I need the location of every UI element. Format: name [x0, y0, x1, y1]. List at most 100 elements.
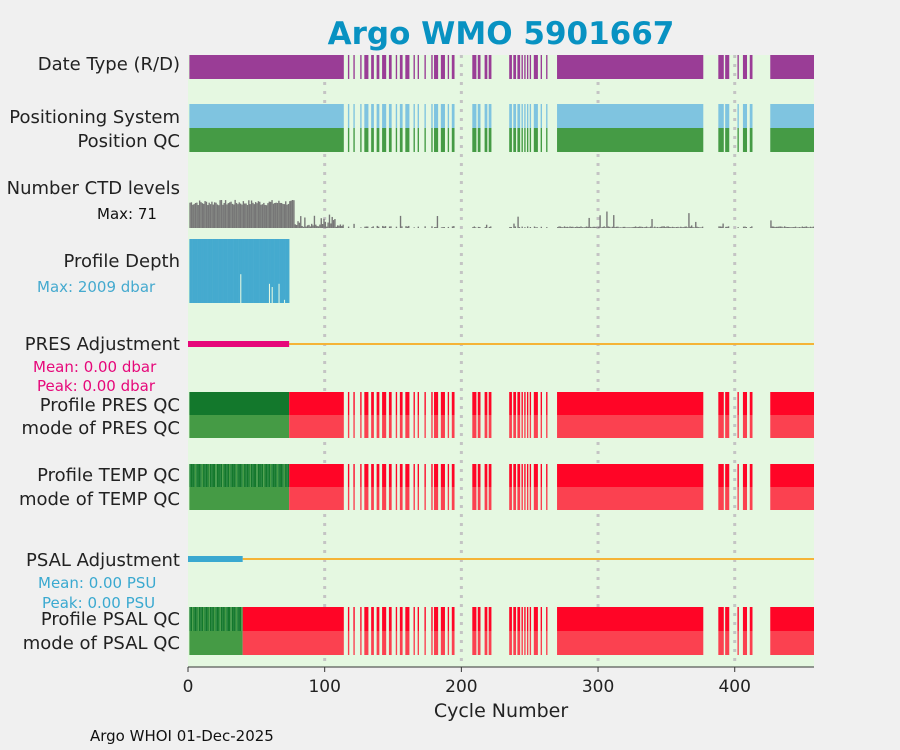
- ctd-level-bar: [800, 227, 802, 228]
- temp-mode-band-segment: [431, 487, 433, 510]
- date-type-band: [189, 55, 814, 79]
- ctd-level-bar: [203, 203, 205, 228]
- ctd-level-bar: [663, 226, 666, 228]
- temp-qc-cycle: [253, 464, 255, 487]
- psal-qc-bad-segment: [477, 607, 481, 631]
- ctd-level-bar: [652, 227, 655, 228]
- psal-qc-bad-segment: [440, 607, 445, 631]
- psal-mode-band-segment: [417, 631, 419, 655]
- position-qc-band-segment: [749, 128, 753, 152]
- temp-qc-bad-segment: [451, 464, 455, 487]
- ctd-level-bar: [216, 204, 219, 228]
- profile-depth-bar: [241, 239, 243, 303]
- ctd-level-bar: [796, 227, 798, 228]
- positioning-system-band-segment: [749, 104, 753, 128]
- position-qc-band-segment: [533, 128, 538, 152]
- temp-qc-bad-segment: [770, 464, 814, 487]
- ctd-level-bar: [624, 226, 626, 228]
- position-qc-band-segment: [431, 128, 433, 152]
- ctd-level-bar: [637, 226, 640, 228]
- ctd-level-bar: [275, 202, 277, 228]
- ctd-level-bar: [300, 216, 302, 228]
- positioning-system-band-segment: [395, 104, 398, 128]
- ctd-level-bar: [811, 227, 813, 228]
- psal-qc-cycle: [203, 607, 205, 631]
- ctd-level-bar: [250, 200, 253, 228]
- ctd-level-bar: [621, 227, 623, 228]
- label-pres-adjustment: PRES Adjustment: [25, 334, 180, 355]
- pres-mode-band-segment: [517, 415, 521, 438]
- pres-qc-band-segment: [770, 392, 814, 415]
- temp-mode-band-segment: [770, 487, 814, 510]
- label-positioning-system: Positioning System: [9, 107, 180, 128]
- pres-qc-band-segment: [749, 392, 753, 415]
- ctd-level-bar: [751, 226, 753, 228]
- profile-depth-bar: [249, 239, 252, 303]
- psal-mode-band-segment: [526, 631, 529, 655]
- temp-qc-bad-segment: [725, 464, 730, 487]
- position-qc-band-segment: [417, 128, 419, 152]
- psal-qc-cycle: [212, 607, 214, 631]
- ctd-level-bar: [399, 215, 402, 228]
- position-qc-band-segment: [521, 128, 523, 152]
- date-type-band-segment: [718, 55, 724, 79]
- psal-qc-bad-segment: [382, 607, 387, 631]
- profile-depth-bar: [237, 239, 239, 303]
- psal-qc-cycle: [222, 607, 224, 631]
- pres-qc-band-segment: [488, 392, 492, 415]
- x-axis: 0 100 200 300 400: [183, 666, 814, 697]
- ctd-level-bar: [434, 227, 436, 228]
- temp-qc-cycle: [282, 464, 284, 487]
- ctd-level-bar: [577, 226, 579, 228]
- date-type-band-segment: [360, 55, 362, 79]
- temp-qc-bad-segment: [718, 464, 724, 487]
- ctd-level-bar: [670, 227, 672, 228]
- ctd-level-bar: [295, 224, 298, 228]
- positioning-system-band-segment: [533, 104, 538, 128]
- profile-depth-bar: [197, 239, 200, 303]
- ctd-level-bar: [335, 226, 337, 228]
- temp-qc-cycle: [264, 464, 266, 487]
- psal-qc-cycle: [219, 607, 221, 631]
- psal-qc-cycle: [189, 607, 191, 631]
- temp-qc-cycle: [204, 464, 206, 487]
- pres-qc-band-segment: [513, 392, 517, 415]
- profile-depth-bar: [282, 239, 284, 303]
- ctd-levels-bars: [189, 199, 814, 228]
- ctd-level-bar: [788, 227, 790, 228]
- ctd-level-bar: [602, 226, 604, 228]
- ctd-level-bar: [274, 202, 276, 228]
- temp-qc-cycle: [244, 464, 246, 487]
- profile-depth-bar: [233, 239, 235, 303]
- psal-mode-band-segment: [529, 631, 532, 655]
- profile-depth-bar: [234, 239, 237, 303]
- ctd-level-bar: [580, 226, 582, 228]
- positioning-system-band-segment: [526, 104, 529, 128]
- temp-mode-band-segment: [472, 487, 477, 510]
- date-type-band-segment: [749, 55, 753, 79]
- temp-qc-bad-segment: [289, 464, 344, 487]
- pres-qc-band-segment: [405, 392, 410, 415]
- ctd-level-bar: [246, 205, 249, 228]
- pres-mode-band-segment: [451, 415, 455, 438]
- ctd-level-bar: [599, 215, 601, 228]
- ctd-level-bar: [360, 227, 362, 228]
- temp-qc-cycle: [216, 464, 219, 487]
- ctd-level-bar: [211, 201, 213, 228]
- psal-mode-band-segment: [737, 631, 739, 655]
- pres-mode-band-segment: [399, 415, 403, 438]
- ctd-level-bar: [697, 227, 700, 228]
- pres-mode-band-segment: [388, 415, 392, 438]
- ctd-level-bar: [629, 227, 631, 228]
- ctd-level-bar: [749, 227, 752, 228]
- profile-depth-bar: [198, 239, 201, 303]
- temp-qc-bad-segment: [529, 464, 532, 487]
- ctd-level-bar: [436, 216, 439, 228]
- temp-qc-bad-segment: [540, 464, 543, 487]
- psal-qc-bad-segment: [488, 607, 492, 631]
- profile-depth-bar: [196, 239, 198, 303]
- temp-qc-bad-segment: [431, 464, 433, 487]
- ctd-level-bar: [777, 226, 779, 228]
- psal-mode-band-segment: [546, 631, 548, 655]
- temp-qc-cycle: [226, 464, 228, 487]
